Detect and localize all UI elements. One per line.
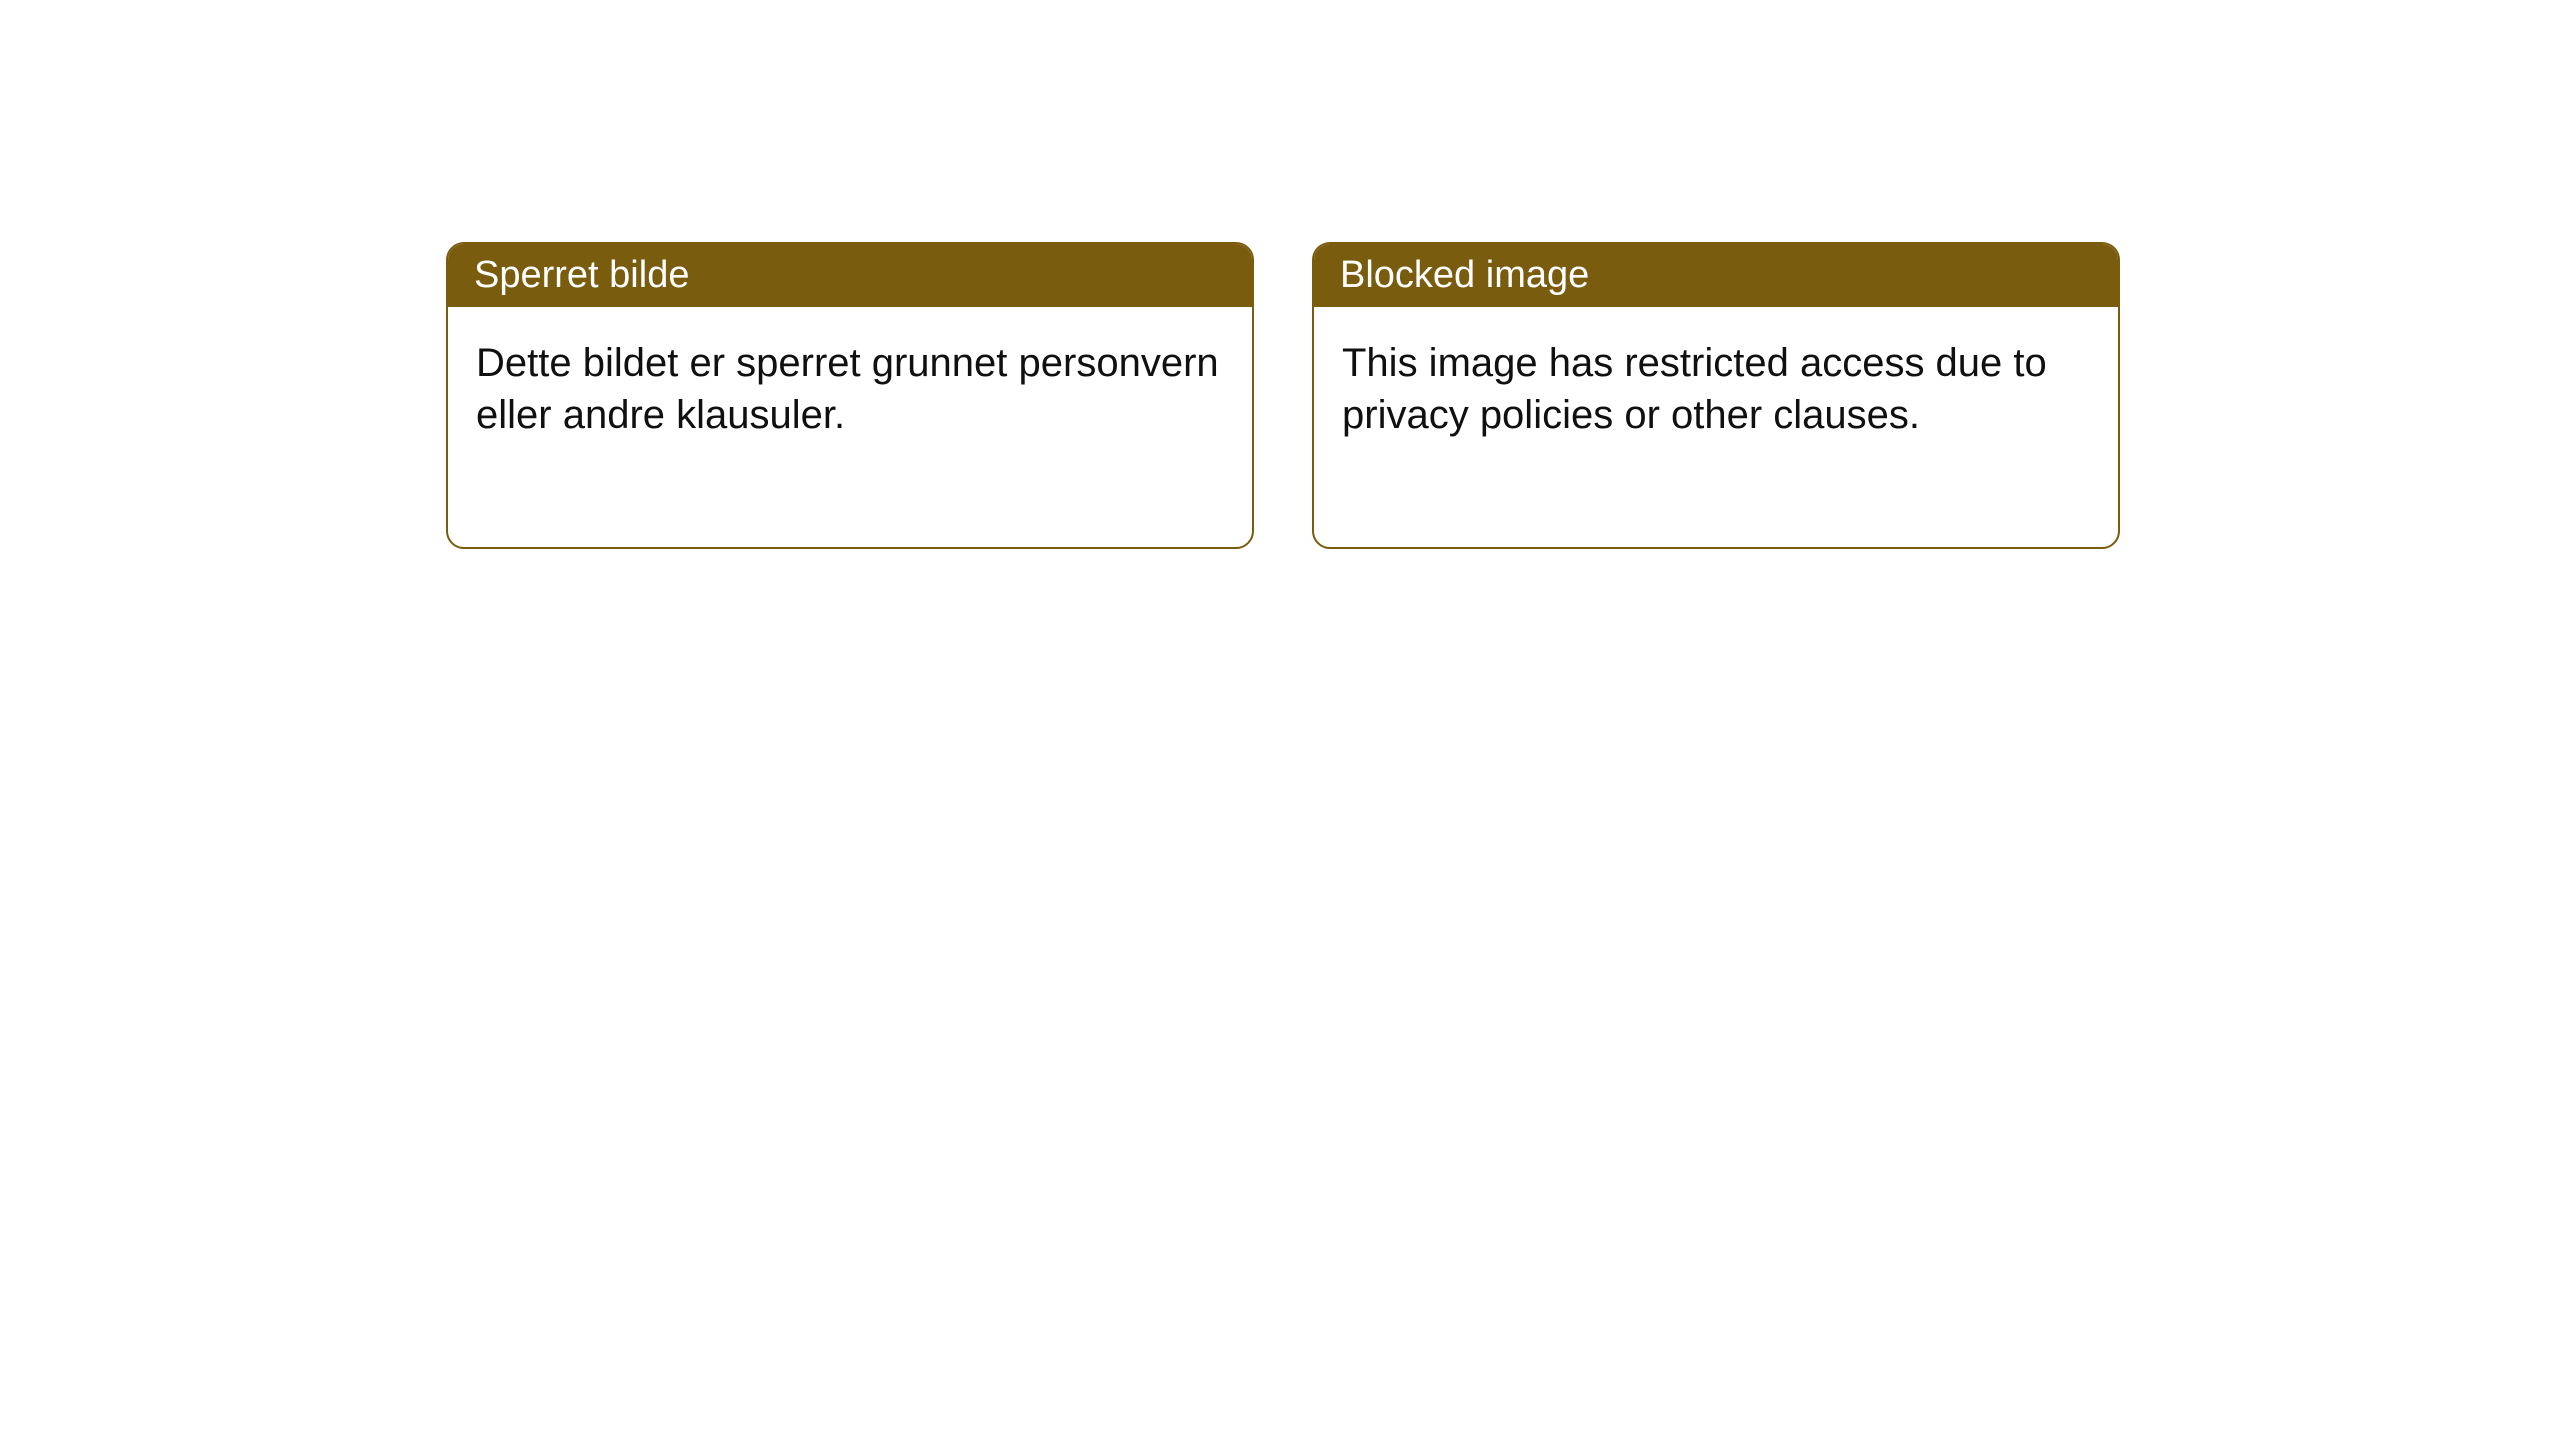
notice-card-norwegian: Sperret bilde Dette bildet er sperret gr… <box>446 242 1254 549</box>
notice-body: Dette bildet er sperret grunnet personve… <box>448 307 1252 547</box>
notice-body: This image has restricted access due to … <box>1314 307 2118 547</box>
notice-header: Blocked image <box>1314 244 2118 307</box>
notice-container: Sperret bilde Dette bildet er sperret gr… <box>0 0 2560 549</box>
notice-card-english: Blocked image This image has restricted … <box>1312 242 2120 549</box>
notice-header: Sperret bilde <box>448 244 1252 307</box>
